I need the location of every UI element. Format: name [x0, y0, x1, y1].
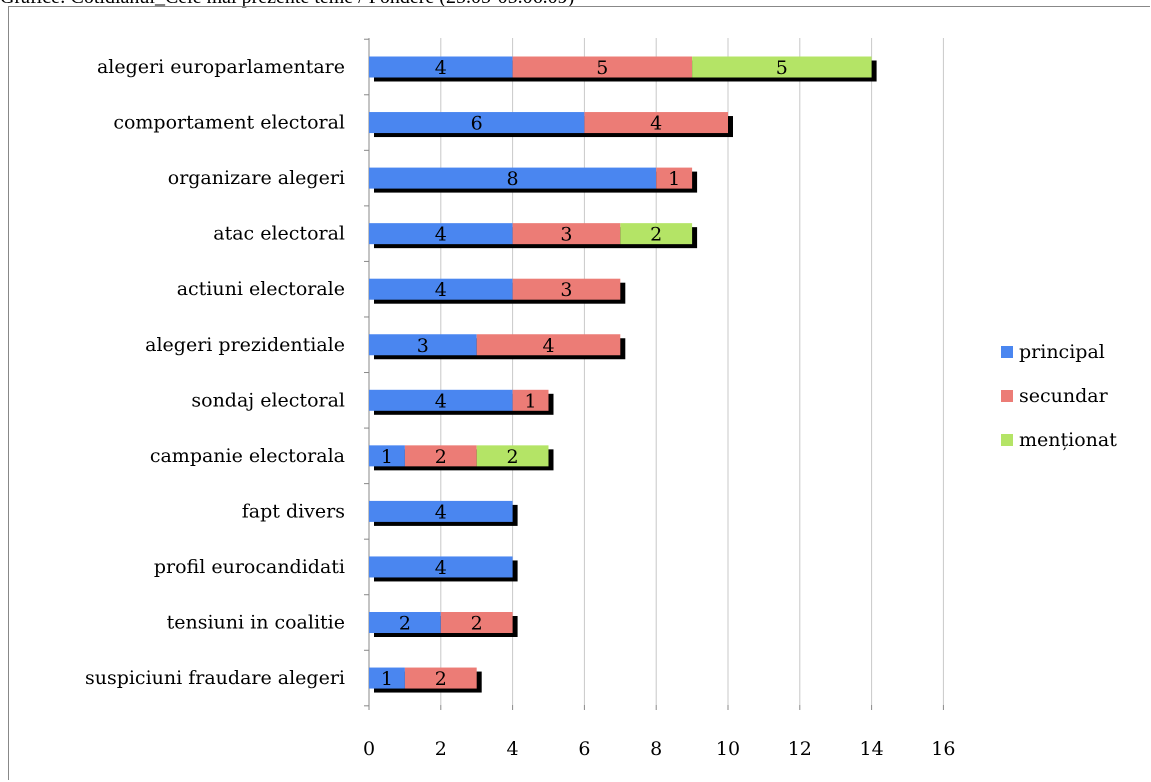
- category-label: alegeri europarlamentare: [97, 56, 345, 78]
- category-label: suspiciuni fraudare alegeri: [85, 667, 345, 689]
- category-label: atac electoral: [213, 223, 345, 245]
- bar-principal: [369, 112, 585, 134]
- data-label: 2: [507, 446, 519, 468]
- category-label: organizare alegeri: [168, 167, 345, 189]
- bar-secundar: [512, 56, 693, 78]
- data-label: 4: [435, 57, 447, 79]
- data-label: 1: [668, 168, 680, 190]
- data-label: 2: [650, 224, 662, 246]
- bar-principal: [369, 334, 477, 356]
- x-tick-label: 8: [650, 738, 662, 760]
- data-label: 6: [471, 113, 483, 135]
- bar-principal: [369, 56, 513, 78]
- data-label: 1: [381, 446, 393, 468]
- data-label: 3: [560, 279, 572, 301]
- bar-principal: [369, 167, 657, 189]
- bar-secundar: [512, 223, 621, 245]
- data-label: 2: [435, 446, 447, 468]
- x-tick-label: 0: [363, 738, 375, 760]
- bar-principal: [369, 556, 513, 578]
- bar-principal: [369, 612, 441, 633]
- data-label: 4: [435, 224, 447, 246]
- data-label: 4: [435, 557, 447, 579]
- bar-principal: [369, 500, 513, 522]
- data-label: 5: [596, 57, 608, 79]
- category-label: alegeri prezidentiale: [145, 334, 345, 356]
- legend-swatch: [1001, 434, 1013, 446]
- bar-menționat: [620, 223, 693, 245]
- data-label: 4: [542, 335, 554, 357]
- data-label: 3: [417, 335, 429, 357]
- data-label: 4: [435, 279, 447, 301]
- data-label: 1: [525, 390, 537, 412]
- bar-principal: [369, 667, 405, 689]
- bar-secundar: [512, 389, 549, 411]
- data-label: 4: [650, 113, 662, 135]
- data-label: 4: [435, 390, 447, 412]
- category-label: comportament electoral: [113, 112, 345, 134]
- chart-title: Grafice: Cotidianul_Cele mai prezente te…: [0, 0, 574, 9]
- bar-secundar: [404, 445, 477, 467]
- category-label: actiuni electorale: [177, 278, 345, 300]
- legend-swatch: [1001, 346, 1013, 358]
- bar-secundar: [512, 278, 621, 300]
- bar-secundar: [584, 112, 728, 134]
- data-label: 4: [435, 501, 447, 523]
- bar-layer: [369, 56, 877, 693]
- data-label: 1: [381, 668, 393, 690]
- category-label: campanie electorala: [150, 445, 345, 467]
- x-tick-label: 4: [507, 738, 519, 760]
- bar-secundar: [404, 667, 477, 689]
- legend-label: menționat: [1019, 429, 1117, 451]
- x-tick-label: 10: [716, 738, 740, 760]
- bar-principal: [369, 445, 405, 467]
- category-label: profil eurocandidati: [154, 556, 345, 578]
- bar-principal: [369, 223, 513, 245]
- data-label: 2: [435, 668, 447, 690]
- legend-label: principal: [1019, 341, 1105, 363]
- data-label: 2: [471, 613, 483, 635]
- data-label: 5: [776, 57, 788, 79]
- x-tick-label: 14: [860, 738, 884, 760]
- bar-menționat: [476, 445, 549, 467]
- bar-menționat: [692, 56, 872, 78]
- legend-swatch: [1001, 390, 1013, 402]
- data-label: 2: [399, 613, 411, 635]
- legend: principal secundar menționat: [1001, 341, 1117, 451]
- data-label: 8: [507, 168, 519, 190]
- x-tick-label: 2: [435, 738, 447, 760]
- bar-secundar: [440, 612, 513, 633]
- category-label: sondaj electoral: [191, 389, 345, 411]
- x-tick-label: 16: [931, 738, 955, 760]
- x-tick-label: 6: [578, 738, 590, 760]
- data-label: 3: [560, 224, 572, 246]
- grid-layer: [364, 38, 944, 710]
- bar-principal: [369, 389, 513, 411]
- bar-secundar: [476, 334, 621, 356]
- category-label: fapt divers: [242, 500, 345, 522]
- bar-secundar: [656, 167, 693, 189]
- bar-principal: [369, 278, 513, 300]
- x-tick-label: 12: [788, 738, 812, 760]
- chart-frame: [8, 6, 1150, 780]
- category-label: tensiuni in coalitie: [167, 612, 345, 634]
- legend-label: secundar: [1019, 385, 1109, 407]
